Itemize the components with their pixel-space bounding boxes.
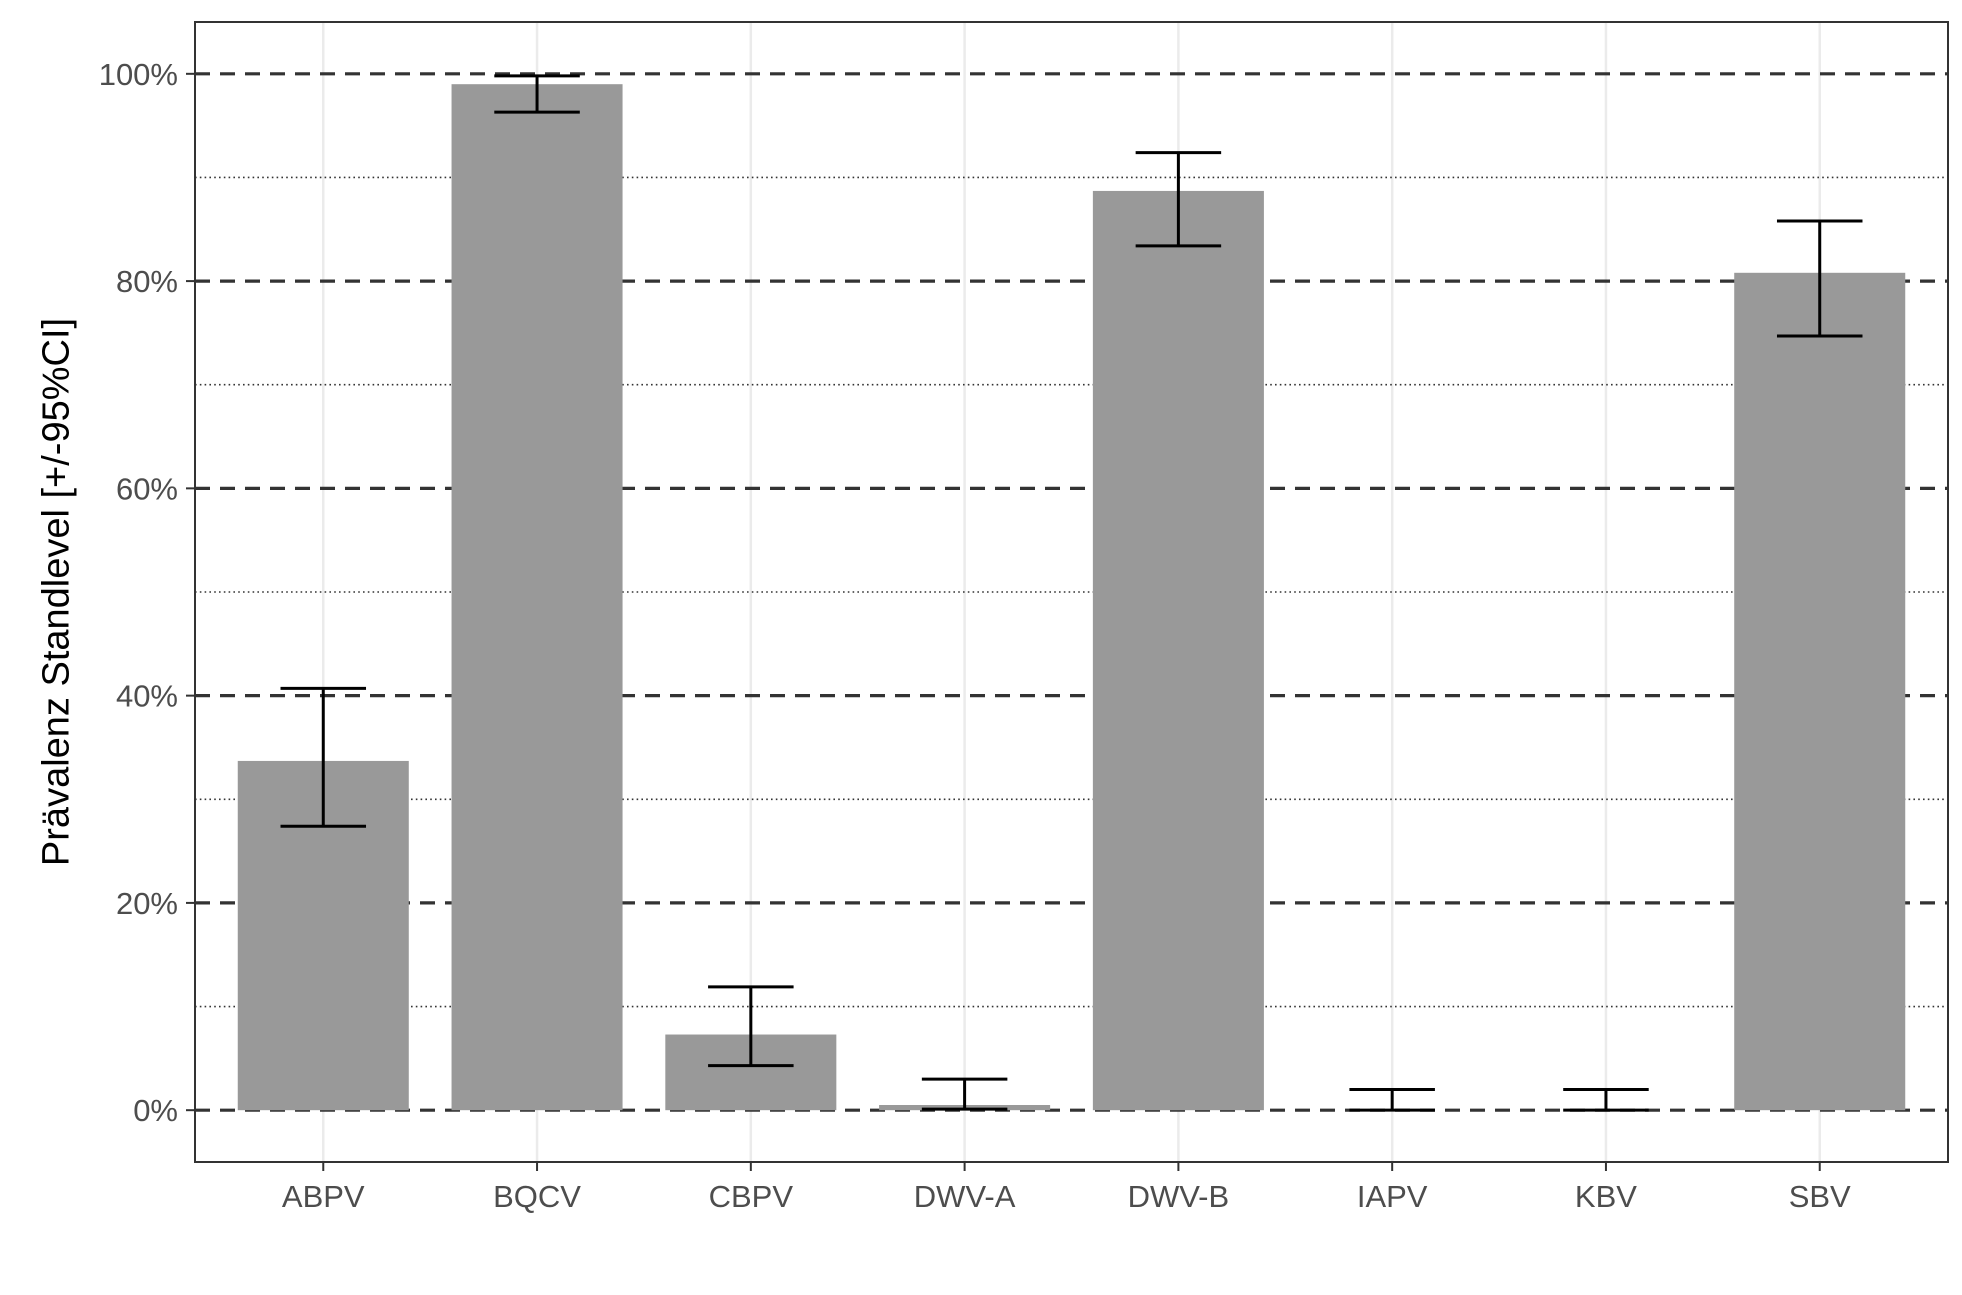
errorbar-abpv [280,686,367,828]
errorbar-bqcv [494,74,580,114]
y-tick-label: 0% [133,1093,178,1128]
x-tick-label: DWV-A [914,1179,1016,1214]
y-axis-title: Prävalenz Standlevel [+/-95%CI] [35,318,77,866]
bar-sbv [1734,272,1906,1111]
x-tick-label: SBV [1789,1179,1851,1214]
x-tick-label: KBV [1575,1179,1637,1214]
errorbar-sbv [1776,219,1863,338]
bar-bqcv [451,84,623,1111]
errorbar-iapv [1349,1087,1435,1112]
bar-dwv-b [1092,190,1264,1111]
y-tick-label: 40% [116,679,178,714]
y-tick-label: 80% [116,264,178,299]
panel-border [194,21,1949,1163]
x-axis: ABPV BQCV CBPV DWV-A DWV-B IAPV KBV SBV [282,1162,1851,1214]
y-gridlines [195,72,1948,1112]
x-tick-label: CBPV [709,1179,794,1214]
errorbar-kbv [1563,1087,1649,1112]
y-axis: 0% 20% 40% 60% 80% 100% [99,57,195,1128]
x-tick-label: DWV-B [1128,1179,1230,1214]
x-tick-label: ABPV [282,1179,365,1214]
y-tick-label: 60% [116,471,178,506]
errorbar-dwv-a [921,1077,1008,1111]
x-tick-label: BQCV [493,1179,581,1214]
errorbar-dwv-b [1135,151,1222,248]
bars [237,84,1906,1111]
x-tick-label: IAPV [1357,1179,1428,1214]
y-tick-label: 20% [116,886,178,921]
errorbar-cbpv [708,985,794,1068]
error-bars [280,74,1863,1112]
y-tick-label: 100% [99,57,178,92]
